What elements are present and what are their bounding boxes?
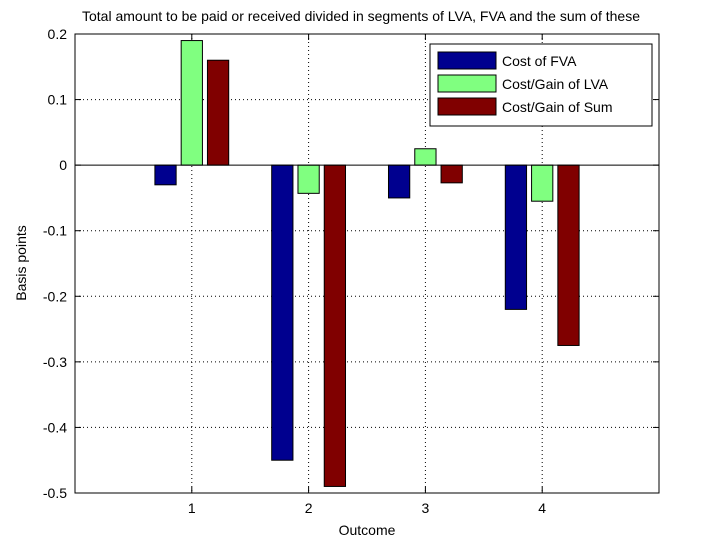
bar-cost-gain-of-lva bbox=[180, 40, 203, 166]
y-tick-label: -0.3 bbox=[43, 354, 67, 370]
x-axis-label: Outcome bbox=[339, 522, 396, 538]
y-tick-label: -0.4 bbox=[43, 419, 67, 435]
bar-cost-of-fva bbox=[154, 164, 177, 186]
y-tick-label: 0.2 bbox=[48, 26, 68, 42]
legend: Cost of FVA Cost/Gain of LVA Cost/Gain of … bbox=[429, 43, 653, 127]
bar-cost-of-fva bbox=[271, 164, 294, 461]
plot-frame bbox=[74, 33, 660, 494]
legend-swatch bbox=[437, 51, 497, 70]
y-tick-label: -0.1 bbox=[43, 223, 67, 239]
x-tick-label: 1 bbox=[188, 500, 196, 516]
legend-label: Cost of FVA bbox=[502, 53, 577, 69]
bar-cost-gain-of-sum bbox=[440, 164, 463, 184]
x-tick-label: 3 bbox=[422, 500, 430, 516]
chart-title: Total amount to be paid or received divi… bbox=[82, 8, 640, 24]
bar-cost-of-fva bbox=[387, 164, 411, 199]
bar-cost-gain-of-sum bbox=[206, 59, 230, 166]
y-axis: -0.5 -0.4 -0.3 -0.2 -0.1 0 0.1 0.2 bbox=[43, 26, 659, 501]
legend-swatch bbox=[437, 97, 497, 116]
y-axis-label: Basis points bbox=[13, 225, 29, 300]
y-tick-label: 0 bbox=[59, 157, 67, 173]
legend-swatch bbox=[437, 74, 497, 93]
y-tick-label: -0.2 bbox=[43, 288, 67, 304]
x-tick-label: 4 bbox=[538, 500, 546, 516]
bar-cost-gain-of-sum bbox=[323, 164, 347, 487]
x-axis: 1 2 3 4 bbox=[188, 34, 546, 516]
y-tick-label: 0.1 bbox=[48, 92, 68, 108]
bars bbox=[154, 40, 580, 487]
bar-cost-gain-of-sum bbox=[557, 164, 580, 346]
bar-cost-gain-of-lva bbox=[531, 164, 554, 202]
legend-label: Cost/Gain of Sum bbox=[502, 99, 613, 115]
x-tick-label: 2 bbox=[305, 500, 313, 516]
bar-cost-gain-of-lva bbox=[297, 164, 320, 194]
bar-cost-of-fva bbox=[504, 164, 528, 310]
y-tick-label: -0.5 bbox=[43, 485, 67, 501]
bar-cost-gain-of-lva bbox=[414, 148, 437, 166]
legend-label: Cost/Gain of LVA bbox=[502, 76, 609, 92]
